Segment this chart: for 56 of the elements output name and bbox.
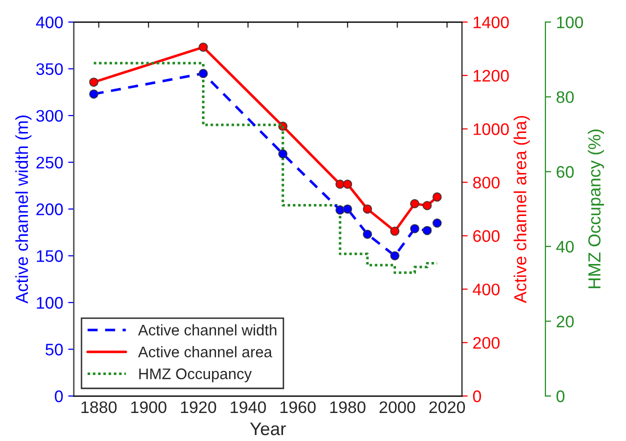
y2-tick-label: 1000 [474, 123, 509, 136]
x-axis-title: Year [250, 422, 286, 436]
y2-tick-label: 400 [472, 284, 500, 296]
point [89, 78, 98, 87]
point [410, 199, 420, 208]
y3-tick-label: 40 [556, 240, 574, 253]
point [390, 226, 400, 236]
y-tick-label: 350 [36, 63, 63, 75]
y2-tick-label: 800 [473, 176, 500, 189]
y-tick-label: 250 [36, 156, 63, 168]
x-tick-label: 2000 [380, 401, 416, 414]
point [335, 205, 345, 215]
point [89, 89, 98, 99]
point [432, 192, 442, 202]
point [432, 218, 442, 228]
y3-tick-label: 20 [556, 316, 574, 328]
x-tick-label: 1960 [280, 401, 316, 414]
y-tick-label: 100 [36, 296, 63, 309]
point [422, 226, 432, 236]
point [390, 251, 400, 260]
legend-label: Active channel width [138, 324, 276, 336]
y2-axis-title: Active channel area (ha) [514, 116, 530, 304]
point [278, 149, 288, 158]
x-tick-label: 2020 [429, 401, 465, 414]
point [198, 42, 208, 52]
y-tick-label: 150 [36, 250, 63, 262]
point [362, 230, 372, 239]
y2-tick-label: 600 [473, 230, 500, 242]
point [422, 200, 432, 210]
y3-tick-label: 0 [556, 390, 564, 402]
y-axis-title: Active channel width (m) [15, 116, 32, 304]
point [198, 68, 208, 78]
point [342, 204, 352, 214]
x-tick-label: 1920 [181, 401, 216, 414]
y-tick-label: 50 [46, 344, 63, 356]
point [362, 204, 372, 214]
y3-axis-title: HMZ Occupancy (%) [588, 130, 604, 288]
x-tick-label: 1880 [81, 401, 117, 414]
y3-tick-label: 100 [557, 16, 584, 28]
y3-tick-label: 80 [556, 91, 574, 104]
legend-label: HMZ Occupancy [139, 368, 252, 382]
y-tick-label: 200 [36, 203, 63, 216]
point [342, 180, 352, 189]
y-tick-label: 300 [36, 110, 63, 122]
y-tick-label: 400 [36, 16, 63, 28]
x-tick-label: 1900 [131, 401, 166, 414]
y3-tick-label: 60 [556, 166, 574, 178]
point [410, 224, 420, 234]
y-tick-label: 0 [54, 390, 63, 402]
x-tick-label: 1980 [330, 401, 366, 414]
legend-label: Active channel area [138, 346, 272, 358]
y2-tick-label: 0 [473, 390, 482, 402]
y2-tick-label: 1200 [474, 70, 509, 82]
y2-tick-label: 200 [473, 336, 500, 349]
y2-tick-label: 1400 [474, 16, 509, 28]
x-tick-label: 1940 [230, 401, 266, 414]
